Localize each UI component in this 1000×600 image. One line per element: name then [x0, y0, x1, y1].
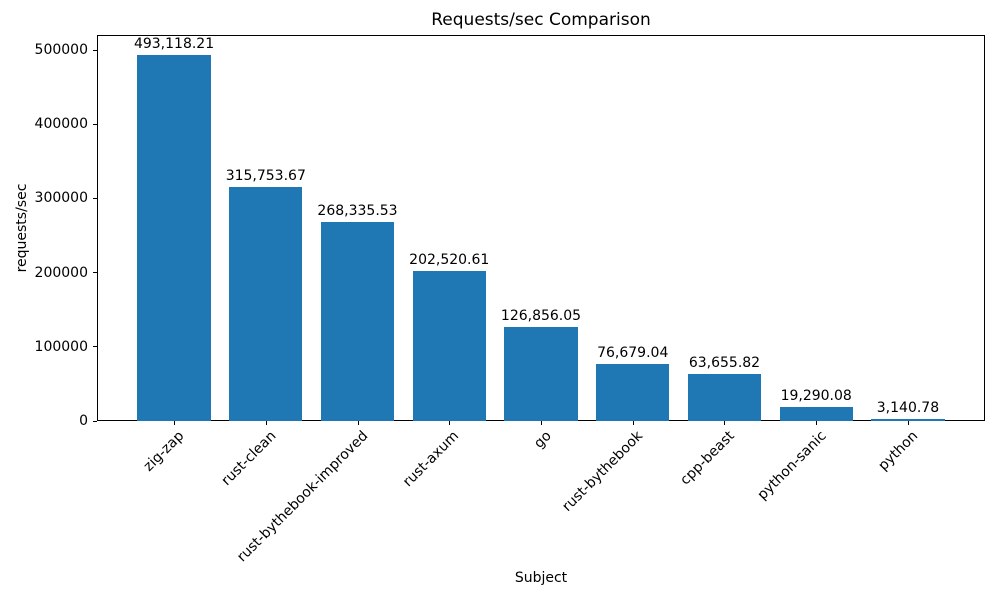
x-tick-label: rust-clean [218, 428, 280, 489]
y-tick-label: 500000 [34, 42, 88, 58]
x-tick-mark [174, 421, 176, 425]
bar [504, 326, 578, 421]
bar-value-label: 126,856.05 [500, 307, 582, 324]
y-tick-label: 100000 [34, 338, 88, 355]
x-tick-mark [541, 421, 542, 425]
x-tick-label: rust-bythebook [559, 428, 647, 515]
y-tick-mark [93, 49, 97, 51]
x-tick-mark [357, 421, 359, 425]
bar [871, 418, 945, 421]
x-tick-label: python-sanic [754, 428, 830, 504]
x-tick-label: rust-axum [400, 428, 463, 491]
x-tick-mark [724, 421, 726, 425]
x-tick-mark [816, 421, 818, 425]
y-tick-label: 400000 [34, 116, 88, 133]
y-tick-label: 300000 [34, 190, 88, 207]
bar-value-label: 493,118.21 [133, 36, 215, 53]
x-axis-label: Subject [514, 570, 568, 586]
x-tick-mark [907, 421, 909, 425]
bar [687, 373, 762, 421]
bar-value-label: 268,335.53 [317, 202, 398, 219]
bar [412, 270, 486, 421]
bar-value-label: 19,290.08 [780, 387, 852, 404]
y-tick-mark [93, 272, 97, 274]
y-tick-mark [93, 123, 97, 125]
bar-value-label: 202,520.61 [409, 251, 490, 268]
y-tick-label: 200000 [34, 264, 88, 281]
y-tick-label: 0 [79, 413, 88, 429]
y-tick-mark [93, 197, 97, 199]
chart-title: Requests/sec Comparison [431, 10, 651, 30]
x-tick-mark [632, 421, 634, 425]
bar [320, 221, 395, 421]
bar-value-label: 3,140.78 [876, 399, 940, 416]
x-tick-label: cpp-beast [677, 428, 738, 489]
bar-value-label: 315,753.67 [225, 167, 306, 184]
bar [229, 186, 303, 421]
bar-value-label: 76,679.04 [597, 345, 669, 362]
x-tick-mark [265, 421, 267, 425]
x-tick-label: go [530, 428, 555, 452]
y-tick-mark [93, 346, 97, 348]
bar [137, 55, 211, 421]
bar [596, 364, 670, 421]
x-tick-label: python [875, 428, 922, 474]
x-tick-mark [449, 421, 451, 425]
bar-value-label: 63,655.82 [688, 354, 761, 371]
x-tick-label: zig-zap [140, 428, 188, 475]
y-tick-mark [93, 420, 97, 422]
bar [779, 406, 853, 421]
